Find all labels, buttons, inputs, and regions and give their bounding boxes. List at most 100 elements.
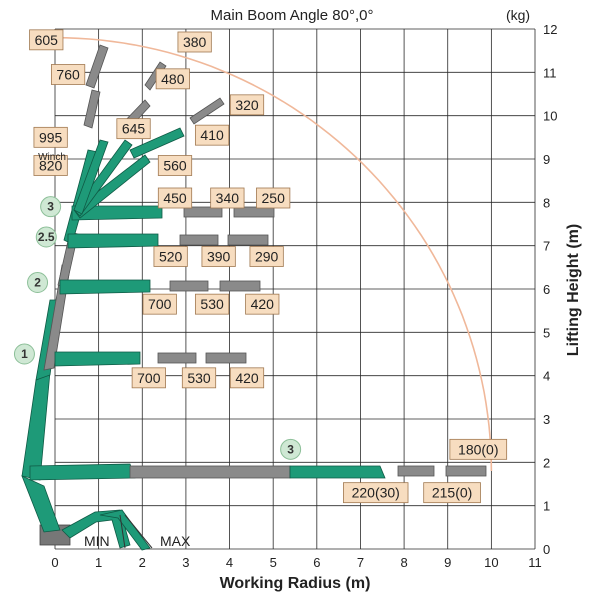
load-label-box (423, 482, 481, 504)
load-label: 760 (50, 64, 86, 85)
rated-load-labels: 605 380 760 480 320 645 410 995 820 560 450 340 250 5… (29, 29, 508, 504)
y-tick-label: 9 (543, 152, 550, 167)
x-tick-label: 6 (313, 555, 320, 570)
load-label-text: 645 (122, 121, 146, 137)
load-label-text: 410 (200, 127, 224, 143)
outrigger-min (61, 509, 131, 549)
load-label-text: 700 (137, 370, 161, 386)
extension-marker-circle (280, 438, 302, 460)
arm-level-2m-ext (129, 465, 291, 479)
load-label-box (181, 367, 217, 389)
load-label-text: 390 (207, 249, 231, 265)
arm-level-2m-tip (289, 465, 386, 479)
load-label-text: 700 (148, 296, 172, 312)
y-tick-label: 0 (543, 542, 550, 557)
load-label-box (194, 293, 230, 315)
load-label-box (157, 155, 193, 176)
extension-marker-circle (40, 196, 62, 218)
y-tick-label: 3 (543, 412, 550, 427)
extension-marker: 2 (27, 272, 49, 293)
load-label-text: 420 (251, 296, 275, 312)
arm-level-6m-ext2 (219, 280, 261, 292)
load-label-box (29, 29, 64, 51)
load-label-text: 180(0) (458, 441, 498, 457)
y-tick-label: 8 (543, 195, 550, 210)
arm-raised-1 (73, 154, 151, 219)
arm-level-2m-ext2 (397, 465, 435, 477)
extension-markers: 1 2 2.5 3 3 (13, 196, 302, 460)
load-label: 380 (177, 31, 212, 53)
load-label-box (210, 187, 245, 209)
x-tick-label: 7 (357, 555, 364, 570)
load-label: 700 (131, 367, 166, 389)
load-label-box (157, 187, 193, 209)
load-label-text: 340 (216, 190, 240, 206)
load-label: 995 (33, 126, 68, 148)
load-label: 605 (29, 29, 64, 51)
arm-level-4m-ext2 (205, 352, 247, 364)
load-label: 480 (155, 68, 190, 90)
x-tick-label: 10 (484, 555, 498, 570)
y-tick-label: 12 (543, 22, 557, 37)
x-tick-labels: 0 1 2 3 4 5 6 7 8 9 10 11 (51, 555, 541, 570)
load-label-text: 995 (39, 129, 63, 145)
load-label: 390 (201, 246, 236, 267)
x-tick-label: 9 (444, 555, 451, 570)
chart-title: Main Boom Angle 80°,0° (211, 7, 374, 24)
min-stroke (119, 514, 126, 549)
load-label: 560 (157, 155, 193, 176)
load-label-text: 560 (163, 158, 187, 174)
load-label-text: 530 (187, 370, 211, 386)
unit-label: (kg) (506, 7, 530, 23)
load-label-text: 605 (35, 32, 59, 48)
load-label: 820 (33, 155, 68, 176)
load-label-box (142, 293, 177, 315)
load-label-box (245, 293, 280, 315)
y-tick-label: 10 (543, 109, 557, 124)
y-tick-label: 1 (543, 499, 550, 514)
load-label-box (201, 246, 236, 267)
load-label: 645 (116, 118, 151, 140)
extension-marker: 2.5 (35, 226, 57, 248)
max-stroke (124, 514, 153, 549)
load-label-text: 290 (255, 249, 279, 265)
load-label: 180(0) (449, 438, 508, 460)
load-label-text: 820 (39, 158, 63, 174)
load-label: 530 (194, 293, 230, 315)
arm-level-6m (59, 279, 151, 295)
y-tick-label: 5 (543, 325, 550, 340)
load-label-text: 220(30) (352, 485, 400, 501)
load-label: 450 (157, 187, 193, 209)
load-label-text: 320 (235, 97, 259, 113)
arm-level-4m-ext1 (157, 352, 197, 364)
load-label-box (155, 68, 190, 90)
load-label-box (131, 367, 166, 389)
load-label-box (153, 246, 188, 267)
extension-marker-text: 2.5 (38, 230, 55, 244)
arm-raised-3 (73, 139, 109, 215)
arm-level-7m (67, 233, 159, 249)
x-tick-label: 2 (139, 555, 146, 570)
load-label-text: 530 (200, 296, 224, 312)
load-label-text: 215(0) (432, 485, 472, 501)
load-label-box (449, 438, 508, 460)
load-label-text: 380 (183, 34, 207, 50)
arm-level-6m-ext1 (169, 280, 209, 292)
load-label-text: 760 (56, 67, 80, 83)
load-label: 250 (256, 187, 291, 209)
y-axis-title: Lifting Height (m) (565, 224, 582, 356)
load-label: 420 (229, 367, 265, 389)
load-label: 340 (210, 187, 245, 209)
extension-marker: 3 (280, 438, 302, 460)
arm-level-2m (29, 463, 136, 481)
load-label-box (249, 246, 284, 267)
x-tick-label: 8 (400, 555, 407, 570)
y-tick-label: 2 (543, 455, 550, 470)
min-label: MIN (84, 533, 110, 549)
extension-marker-circle (13, 343, 35, 365)
load-label: 420 (245, 293, 280, 315)
x-axis-title: Working Radius (m) (220, 575, 371, 592)
load-label: 290 (249, 246, 284, 267)
load-label: 520 (153, 246, 188, 267)
